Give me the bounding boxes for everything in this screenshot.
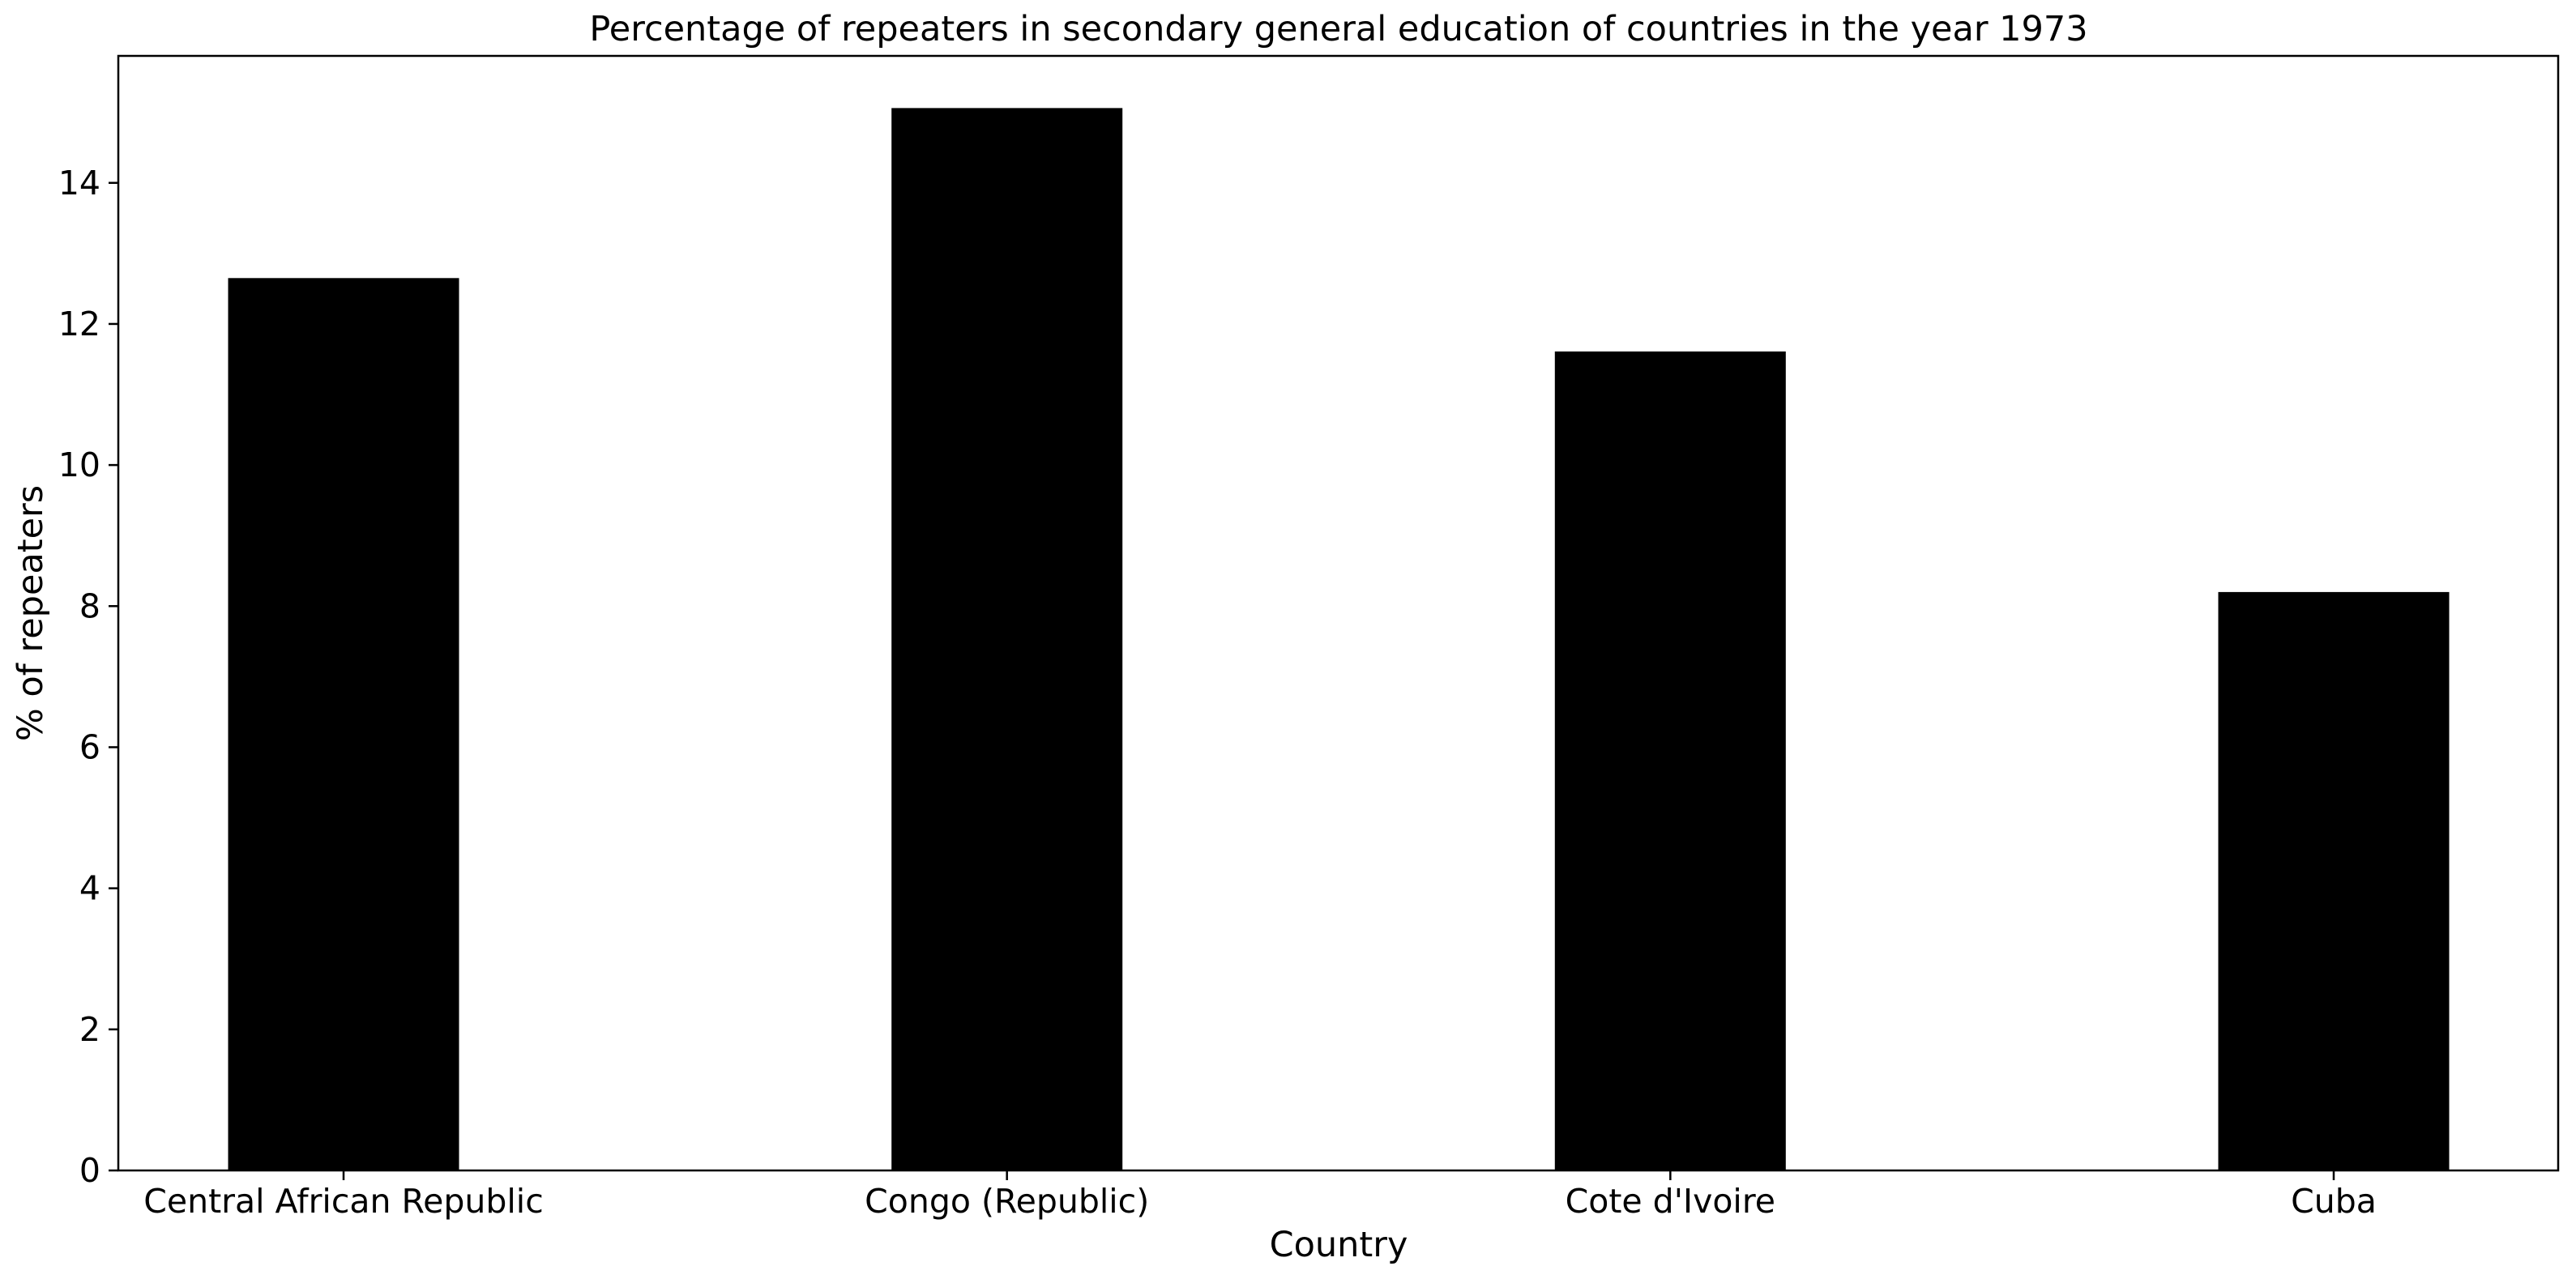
x-tick-label: Central African Republic [143,1182,544,1221]
x-axis: Central African Republic Congo (Republic)… [143,1170,2377,1221]
y-axis-title: % of repeaters [11,485,51,741]
y-tick-label: 12 [58,305,100,343]
y-tick-label: 4 [79,869,100,908]
y-tick-label: 2 [79,1010,100,1049]
bar [1554,351,1786,1170]
bar [228,278,459,1170]
x-tick-label: Cuba [2291,1182,2377,1221]
y-tick-label: 10 [58,446,100,484]
x-tick-label: Congo (Republic) [865,1182,1149,1221]
plot-frame [117,54,2560,1172]
plot-area [228,108,2450,1170]
y-axis: 0 2 4 6 8 10 12 14 [58,164,118,1190]
chart-title: Percentage of repeaters in secondary gen… [589,9,2087,49]
y-tick-label: 14 [58,164,100,203]
bar [2218,591,2450,1170]
y-tick-label: 6 [79,727,100,766]
x-tick-label: Cote d'Ivoire [1566,1182,1775,1221]
bar [891,108,1123,1170]
y-tick-label: 0 [79,1151,100,1190]
x-axis-title: Country [1270,1225,1408,1265]
y-tick-label: 8 [79,586,100,625]
